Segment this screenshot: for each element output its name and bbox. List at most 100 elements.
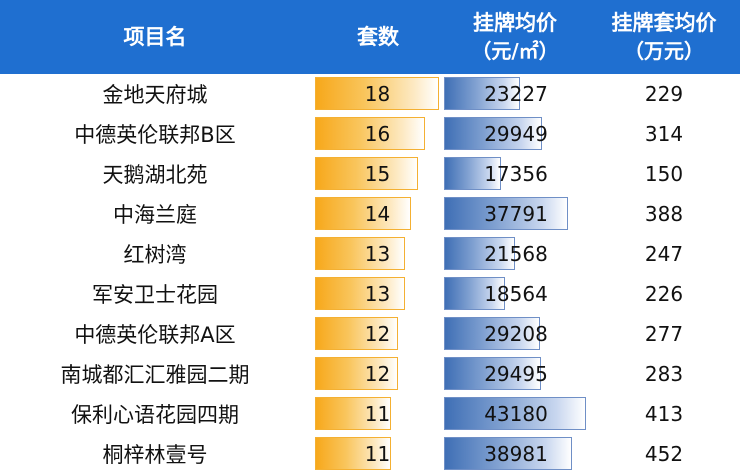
avg-total-cell: 452 xyxy=(588,434,740,474)
table-row: 南城都汇汇雅园二期 12 29495 283 xyxy=(0,354,740,394)
price-bar xyxy=(444,357,541,390)
count-cell-text: 11 xyxy=(364,442,391,466)
avg-price-cell-text: 29949 xyxy=(484,122,548,146)
count-cell: 11 xyxy=(315,434,440,474)
project-name-cell: 桐梓林壹号 xyxy=(0,434,310,474)
project-name-cell-text: 军安卫士花园 xyxy=(92,283,218,307)
count-cell: 12 xyxy=(315,314,440,354)
project-name-cell: 中海兰庭 xyxy=(0,194,310,234)
avg-total-cell: 247 xyxy=(588,234,740,274)
avg-price-cell: 37791 xyxy=(444,194,588,234)
price-bar xyxy=(444,317,541,350)
header-avg-total: 挂牌套均价 （万元） xyxy=(588,0,740,74)
avg-total-cell-text: 413 xyxy=(644,402,684,426)
table-row: 金地天府城 18 23227 229 xyxy=(0,74,740,114)
project-name-cell: 中德英伦联邦B区 xyxy=(0,114,310,154)
count-bar xyxy=(315,197,412,230)
avg-price-cell: 21568 xyxy=(444,234,588,274)
project-name-cell-text: 保利心语花园四期 xyxy=(71,403,239,427)
avg-price-cell-text: 29208 xyxy=(484,322,548,346)
header-project-name: 项目名 xyxy=(0,0,310,74)
avg-total-cell: 226 xyxy=(588,274,740,314)
price-bar xyxy=(444,197,569,230)
avg-total-cell: 229 xyxy=(588,74,740,114)
count-bar xyxy=(315,397,391,430)
project-name-cell-text: 金地天府城 xyxy=(102,83,208,107)
project-name-cell: 金地天府城 xyxy=(0,74,310,114)
table-row: 中海兰庭 14 37791 388 xyxy=(0,194,740,234)
avg-total-cell-text: 452 xyxy=(644,442,684,466)
project-name-cell-text: 天鹅湖北苑 xyxy=(102,163,208,187)
count-cell: 14 xyxy=(315,194,440,234)
count-cell-text: 12 xyxy=(364,362,391,386)
avg-price-cell: 29949 xyxy=(444,114,588,154)
project-name-cell: 保利心语花园四期 xyxy=(0,394,310,434)
header-avg-price-unit: （元/㎡） xyxy=(471,39,559,63)
header-count-label: 套数 xyxy=(357,25,399,49)
table-row: 军安卫士花园 13 18564 226 xyxy=(0,274,740,314)
avg-total-cell: 277 xyxy=(588,314,740,354)
count-cell-text: 12 xyxy=(364,322,391,346)
header-avg-price-label: 挂牌均价 xyxy=(473,11,557,35)
project-name-cell: 红树湾 xyxy=(0,234,310,274)
avg-total-cell-text: 388 xyxy=(644,202,684,226)
avg-price-cell: 18564 xyxy=(444,274,588,314)
price-bar xyxy=(444,277,506,310)
avg-total-cell: 150 xyxy=(588,154,740,194)
count-cell: 13 xyxy=(315,234,440,274)
avg-total-cell-text: 226 xyxy=(644,282,684,306)
project-name-cell-text: 南城都汇汇雅园二期 xyxy=(60,363,250,387)
header-avg-total-unit: （万元） xyxy=(624,39,704,63)
price-bar xyxy=(444,237,515,270)
count-cell-text: 16 xyxy=(364,122,391,146)
header-project-name-label: 项目名 xyxy=(123,25,187,49)
table-row: 中德英伦联邦B区 16 29949 314 xyxy=(0,114,740,154)
count-cell: 15 xyxy=(315,154,440,194)
count-cell: 11 xyxy=(315,394,440,434)
count-bar xyxy=(315,77,439,110)
avg-price-cell-text: 18564 xyxy=(484,282,548,306)
count-bar xyxy=(315,237,405,270)
count-bar xyxy=(315,277,405,310)
avg-price-cell: 29208 xyxy=(444,314,588,354)
count-bar xyxy=(315,437,391,470)
project-name-cell: 天鹅湖北苑 xyxy=(0,154,310,194)
avg-price-cell-text: 38981 xyxy=(484,442,548,466)
avg-price-cell-text: 29495 xyxy=(484,362,548,386)
count-cell-text: 13 xyxy=(364,282,391,306)
avg-price-cell-text: 17356 xyxy=(484,162,548,186)
count-bar xyxy=(315,357,398,390)
avg-total-cell: 413 xyxy=(588,394,740,434)
table-row: 天鹅湖北苑 15 17356 150 xyxy=(0,154,740,194)
avg-price-cell: 38981 xyxy=(444,434,588,474)
avg-price-cell: 23227 xyxy=(444,74,588,114)
count-bar xyxy=(315,157,419,190)
table-row: 中德英伦联邦A区 12 29208 277 xyxy=(0,314,740,354)
table-row: 桐梓林壹号 11 38981 452 xyxy=(0,434,740,474)
header-avg-total-label: 挂牌套均价 xyxy=(611,11,717,35)
project-name-cell-text: 中德英伦联邦A区 xyxy=(74,323,236,347)
count-bar xyxy=(315,117,426,150)
price-bar xyxy=(444,437,573,470)
count-cell-text: 14 xyxy=(364,202,391,226)
avg-price-cell-text: 43180 xyxy=(484,402,548,426)
count-cell-text: 13 xyxy=(364,242,391,266)
avg-total-cell-text: 229 xyxy=(644,82,684,106)
avg-price-cell: 43180 xyxy=(444,394,588,434)
project-name-cell-text: 中德英伦联邦B区 xyxy=(74,123,236,147)
price-bar xyxy=(444,397,586,430)
project-name-cell-text: 红树湾 xyxy=(123,243,187,267)
count-cell: 13 xyxy=(315,274,440,314)
count-cell: 16 xyxy=(315,114,440,154)
avg-price-cell-text: 37791 xyxy=(484,202,548,226)
table-row: 保利心语花园四期 11 43180 413 xyxy=(0,394,740,434)
price-bar xyxy=(444,157,502,190)
table-header: 项目名 套数 挂牌均价 （元/㎡） 挂牌套均价 （万元） xyxy=(0,0,740,74)
price-bar xyxy=(444,77,521,110)
avg-total-cell-text: 247 xyxy=(644,242,684,266)
project-name-cell-text: 桐梓林壹号 xyxy=(102,443,208,467)
avg-price-cell-text: 21568 xyxy=(484,242,548,266)
table-row: 红树湾 13 21568 247 xyxy=(0,234,740,274)
project-name-cell: 军安卫士花园 xyxy=(0,274,310,314)
